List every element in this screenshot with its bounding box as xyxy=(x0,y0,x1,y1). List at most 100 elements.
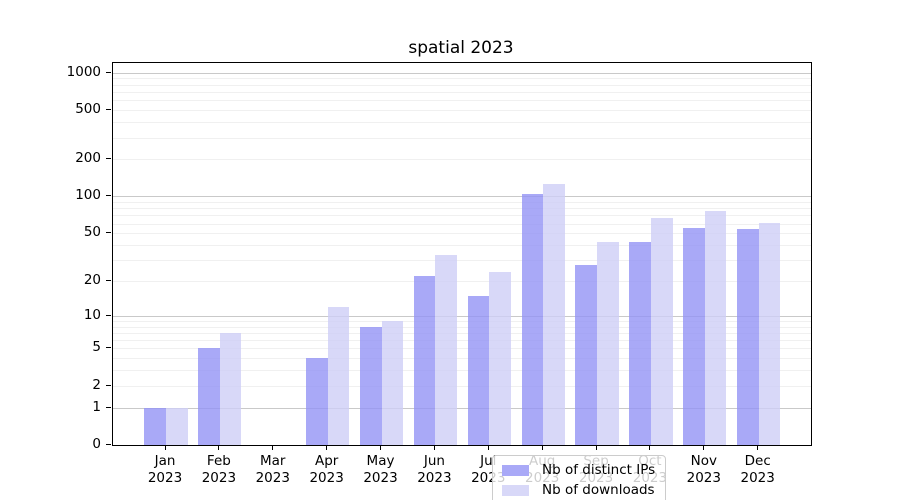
gridline-minor xyxy=(113,340,811,342)
x-tick-month: May xyxy=(366,453,395,469)
bar-apr-distinct-ips xyxy=(306,358,328,445)
x-tick-month: Dec xyxy=(744,453,771,469)
bar-sep-distinct-ips xyxy=(575,265,598,445)
x-axis-tick-mark xyxy=(218,445,220,450)
gridline-major xyxy=(113,72,811,74)
bar-feb-distinct-ips xyxy=(198,348,220,445)
x-axis-tick-mark xyxy=(703,445,705,450)
bar-oct-distinct-ips xyxy=(629,242,651,445)
gridline-minor xyxy=(113,78,811,80)
gridline-minor xyxy=(113,326,811,328)
gridline-major xyxy=(113,407,811,409)
x-tick-month: Mar xyxy=(260,453,286,469)
x-axis-tick-mark xyxy=(164,445,166,450)
y-axis-tick-mark xyxy=(106,444,111,445)
bar-may-downloads xyxy=(381,320,404,445)
y-axis-tick-mark xyxy=(106,314,111,316)
y-axis-tick-label: 10 xyxy=(83,306,101,323)
bar-feb-downloads xyxy=(219,332,242,445)
x-axis-tick-label: Dec 2023 xyxy=(726,453,790,487)
x-axis-tick-mark xyxy=(326,445,328,450)
bar-jul-distinct-ips xyxy=(467,295,490,445)
gridline-minor xyxy=(113,84,811,86)
gridline-minor xyxy=(113,159,811,161)
gridline-minor xyxy=(113,320,811,322)
legend-label-distinct-ips: Nb of distinct IPs xyxy=(542,462,656,478)
gridline-major xyxy=(113,196,811,198)
x-tick-month: Jan xyxy=(154,453,176,469)
x-tick-year: 2023 xyxy=(363,470,398,486)
legend-swatch-distinct-ips-icon xyxy=(502,464,529,476)
gridline-minor xyxy=(113,259,811,261)
gridline-minor xyxy=(113,137,811,139)
x-axis-tick-mark xyxy=(595,445,597,450)
bar-jan-downloads xyxy=(166,407,188,445)
bar-aug-distinct-ips xyxy=(521,194,544,445)
x-axis-tick-mark xyxy=(380,445,382,450)
bar-apr-downloads xyxy=(327,306,350,445)
gridline-minor xyxy=(113,280,811,282)
gridline-minor xyxy=(113,370,811,372)
x-axis-tick-label: Jun 2023 xyxy=(402,453,466,487)
bar-jan-distinct-ips xyxy=(144,407,166,445)
legend-label-downloads: Nb of downloads xyxy=(542,482,655,498)
y-axis-tick-label: 0 xyxy=(92,436,101,452)
gridline-major xyxy=(113,315,811,317)
bar-nov-distinct-ips xyxy=(683,228,705,445)
x-axis-tick-mark xyxy=(649,445,651,450)
x-tick-year: 2023 xyxy=(417,470,452,486)
y-axis-tick-label: 50 xyxy=(83,224,101,241)
x-axis-tick-mark xyxy=(541,445,543,450)
x-axis-tick-label: Feb 2023 xyxy=(187,453,251,487)
x-axis-tick-label: Jan 2023 xyxy=(133,453,197,487)
y-axis-tick-mark xyxy=(106,71,111,73)
gridline-minor xyxy=(113,348,811,350)
bar-jul-downloads xyxy=(489,271,511,445)
bar-sep-downloads xyxy=(597,242,619,445)
gridline-minor xyxy=(113,385,811,387)
gridline-minor xyxy=(113,244,811,246)
x-tick-year: 2023 xyxy=(686,470,721,486)
gridline-minor xyxy=(113,110,811,112)
legend-item-downloads: Nb of downloads xyxy=(502,482,655,498)
x-axis-tick-label: Mar 2023 xyxy=(241,453,305,487)
y-axis-tick-label: 5 xyxy=(92,339,101,356)
y-axis-tick-mark xyxy=(106,109,111,111)
y-axis-tick-mark xyxy=(106,347,111,349)
y-axis-tick-label: 20 xyxy=(83,271,101,288)
x-axis-tick-mark xyxy=(757,445,759,450)
x-tick-year: 2023 xyxy=(255,470,290,486)
plot-area: Nb of distinct IPs Nb of downloads xyxy=(112,62,812,500)
y-axis-tick-mark xyxy=(106,279,111,281)
y-axis-tick-mark xyxy=(106,158,111,160)
gridline-minor xyxy=(113,332,811,334)
x-axis-tick-mark xyxy=(272,445,274,450)
bar-jun-downloads xyxy=(435,255,457,445)
y-axis-tick-mark xyxy=(106,406,111,408)
bar-dec-downloads xyxy=(758,222,781,445)
gridline-minor xyxy=(113,122,811,124)
y-axis-tick-label: 500 xyxy=(75,101,101,118)
y-axis-tick-label: 2 xyxy=(92,376,101,393)
bar-aug-downloads xyxy=(543,184,565,445)
x-axis-tick-label: Apr 2023 xyxy=(295,453,359,487)
gridline-minor xyxy=(113,233,811,235)
bar-nov-downloads xyxy=(704,210,727,445)
chart-title: spatial 2023 xyxy=(408,38,514,58)
x-tick-month: Nov xyxy=(690,453,717,469)
x-axis-tick-mark xyxy=(433,445,435,450)
x-tick-month: Feb xyxy=(206,453,231,469)
bar-dec-distinct-ips xyxy=(737,229,759,445)
y-axis-tick-mark xyxy=(106,195,111,197)
y-axis-tick-label: 1000 xyxy=(66,63,101,80)
y-axis-tick-mark xyxy=(106,232,111,234)
x-tick-year: 2023 xyxy=(740,470,775,486)
bar-may-distinct-ips xyxy=(359,326,382,445)
gridline-minor xyxy=(113,208,811,210)
legend-item-distinct-ips: Nb of distinct IPs xyxy=(502,462,655,478)
y-axis-tick-label: 1 xyxy=(92,398,101,415)
x-axis-tick-label: Nov 2023 xyxy=(672,453,736,487)
x-tick-year: 2023 xyxy=(309,470,344,486)
bar-oct-downloads xyxy=(650,218,673,445)
x-axis-tick-label: May 2023 xyxy=(349,453,413,487)
